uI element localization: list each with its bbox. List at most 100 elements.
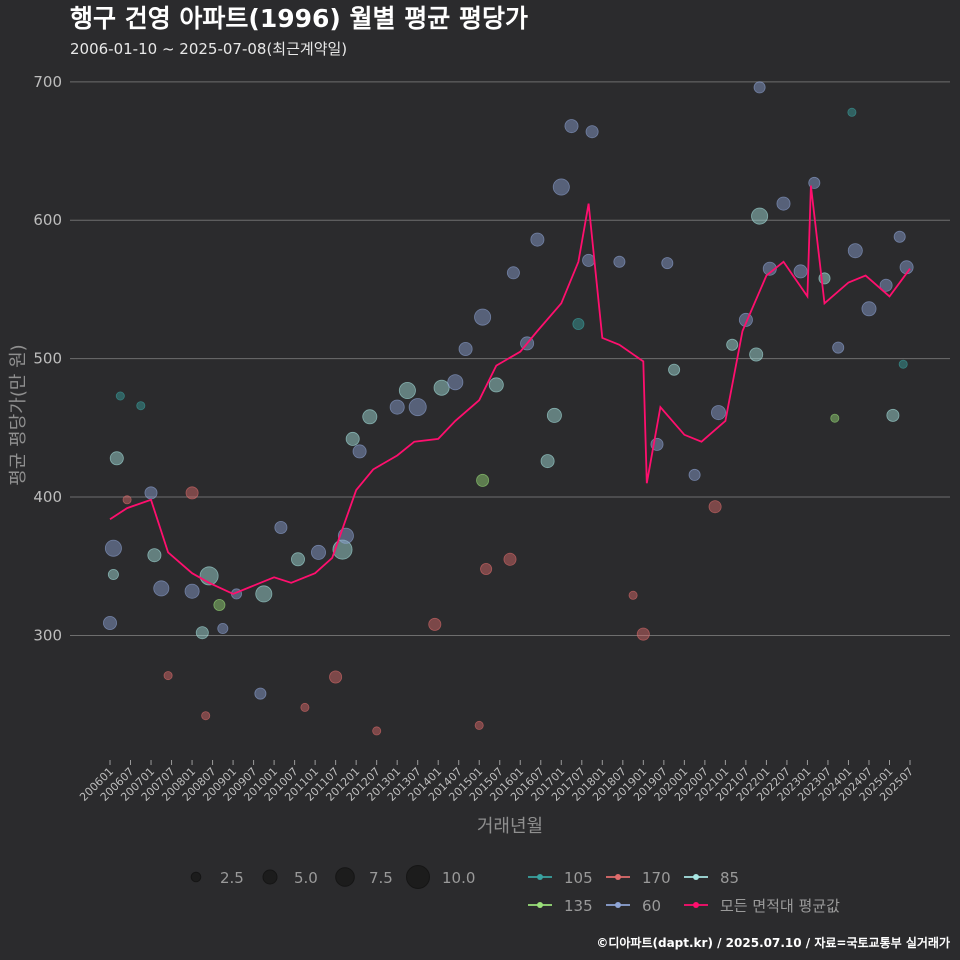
legend-dot-2 <box>693 874 699 880</box>
scatter-point-16 <box>213 599 226 612</box>
scatter-point-6 <box>136 401 146 411</box>
scatter-point-14 <box>201 711 211 721</box>
legend-label-5: 모든 면적대 평균값 <box>720 897 840 915</box>
scatter-point-50 <box>546 407 562 423</box>
legend-label-3: 135 <box>564 897 593 915</box>
size-legend-label: 2.5 <box>220 869 244 887</box>
scatter-points <box>103 81 914 736</box>
scatter-point-63 <box>711 405 727 421</box>
scatter-point-17 <box>217 623 229 635</box>
y-tick-label: 600 <box>33 211 62 229</box>
scatter-point-11 <box>184 583 200 599</box>
scatter-point-75 <box>847 243 863 259</box>
scatter-point-76 <box>861 301 877 317</box>
chart-title: 행구 건영 아파트(1996) 월별 평균 평당가 <box>70 4 528 33</box>
scatter-point-44 <box>503 552 517 566</box>
scatter-point-67 <box>749 347 764 362</box>
scatter-point-45 <box>506 266 520 280</box>
scatter-point-79 <box>893 230 906 243</box>
scatter-point-35 <box>428 617 442 631</box>
scatter-point-56 <box>628 590 638 600</box>
legend-label-0: 105 <box>564 869 593 887</box>
scatter-point-33 <box>398 381 416 399</box>
y-tick-label: 500 <box>33 350 62 368</box>
legend-label-2: 85 <box>720 869 739 887</box>
scatter-point-41 <box>476 473 490 487</box>
scatter-point-0 <box>104 539 122 557</box>
scatter-point-78 <box>886 408 900 422</box>
scatter-point-51 <box>564 119 579 134</box>
y-tick-label: 300 <box>33 626 62 644</box>
scatter-point-21 <box>274 521 288 535</box>
scatter-point-82 <box>847 107 857 117</box>
y-axis-title: 평균 평당가(만 원) <box>8 344 29 485</box>
scatter-point-70 <box>776 196 791 211</box>
scatter-point-1 <box>109 451 124 466</box>
scatter-point-38 <box>458 341 473 356</box>
size-legend-key-0 <box>190 871 202 883</box>
average-line-group <box>109 185 911 595</box>
y-tick-label: 700 <box>33 73 62 91</box>
scatter-point-31 <box>372 726 382 736</box>
chart-subtitle: 2006-01-10 ~ 2025-07-08(최근계약일) <box>70 40 347 58</box>
scatter-point-34 <box>408 398 427 417</box>
legend-dot-0 <box>537 874 543 880</box>
scatter-point-27 <box>329 670 343 684</box>
color-legend: 105 170 85 135 60 모든 면적대 평균값 <box>528 869 840 915</box>
size-legend-label: 10.0 <box>442 869 475 887</box>
size-legend-key-2 <box>335 867 355 887</box>
scatter-point-74 <box>832 341 845 354</box>
legend-dot-1 <box>615 874 621 880</box>
scatter-point-13 <box>195 626 209 640</box>
scatter-point-2 <box>103 616 118 631</box>
scatter-point-39 <box>474 720 484 730</box>
legend-dot-5 <box>693 902 699 908</box>
scatter-point-64 <box>726 338 739 351</box>
scatter-point-48 <box>540 454 555 469</box>
scatter-point-61 <box>688 468 701 481</box>
scatter-point-24 <box>310 544 326 560</box>
scatter-point-22 <box>290 552 305 567</box>
scatter-point-77 <box>879 278 893 292</box>
scatter-point-3 <box>107 569 119 581</box>
legend-label-1: 170 <box>642 869 671 887</box>
scatter-point-42 <box>474 308 492 326</box>
scatter-point-66 <box>751 207 769 225</box>
size-legend-key-1 <box>262 869 278 885</box>
legend-dot-3 <box>537 902 543 908</box>
legend-dot-4 <box>615 902 621 908</box>
scatter-point-20 <box>255 585 273 603</box>
scatter-point-36 <box>433 379 450 396</box>
size-legend-label: 7.5 <box>369 869 393 887</box>
scatter-point-81 <box>898 359 908 369</box>
scatter-point-37 <box>447 374 464 391</box>
average-line <box>109 185 911 595</box>
scatter-point-62 <box>708 500 722 514</box>
scatter-point-8 <box>147 548 162 563</box>
scatter-point-54 <box>582 253 596 267</box>
scatter-point-7 <box>144 486 158 500</box>
scatter-point-4 <box>115 391 125 401</box>
x-axis-title: 거래년월 <box>477 816 543 837</box>
size-legend-key-3 <box>406 865 430 889</box>
legend-label-4: 60 <box>642 897 661 915</box>
scatter-point-28 <box>345 431 360 446</box>
scatter-point-60 <box>668 363 681 376</box>
scatter-point-47 <box>530 232 545 247</box>
y-tick-label: 400 <box>33 488 62 506</box>
scatter-point-9 <box>153 580 170 597</box>
scatter-point-49 <box>552 178 570 196</box>
x-tick-labels: 2006012006072007012007072008012008072009… <box>77 760 916 804</box>
scatter-point-52 <box>585 125 599 139</box>
scatter-point-43 <box>488 377 504 393</box>
scatter-point-23 <box>300 702 310 712</box>
scatter-point-5 <box>122 495 132 505</box>
size-legend: 2.5 5.0 7.5 10.0 <box>190 865 475 889</box>
scatter-point-83 <box>830 413 840 423</box>
caption: ©디아파트(dapt.kr) / 2025.07.10 / 자료=국토교통부 실… <box>596 935 950 950</box>
scatter-point-30 <box>362 409 378 425</box>
scatter-point-29 <box>352 444 367 459</box>
y-tick-labels: 300 400 500 600 700 <box>33 73 62 645</box>
scatter-point-10 <box>163 671 173 681</box>
